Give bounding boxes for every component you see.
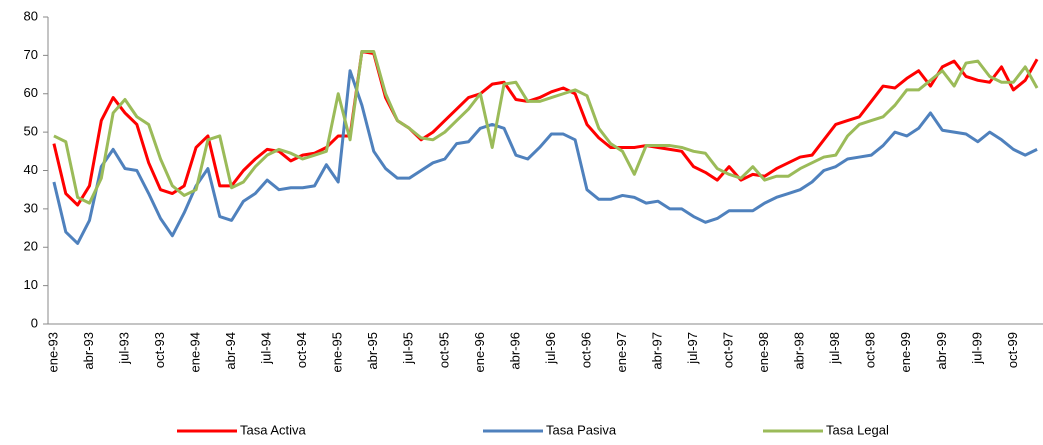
series-line (52, 50, 1039, 207)
x-tick-label: abr-94 (223, 332, 238, 370)
y-tick-label: 50 (24, 124, 38, 139)
x-tick-label: ene-95 (330, 332, 345, 372)
x-tick-label: jul-98 (827, 332, 842, 365)
x-tick-label: abr-96 (507, 332, 522, 370)
x-tick-label: ene-96 (472, 332, 487, 372)
x-tick-label: jul-94 (259, 332, 274, 365)
x-tick-label: oct-98 (863, 332, 878, 368)
y-tick-label: 10 (24, 277, 38, 292)
y-tick-label: 70 (24, 47, 38, 62)
legend-label: Tasa Pasiva (546, 422, 617, 437)
y-tick-label: 0 (31, 315, 38, 330)
legend-label: Tasa Legal (826, 422, 889, 437)
x-tick-label: abr-95 (365, 332, 380, 370)
x-tick-label: abr-99 (934, 332, 949, 370)
x-tick-label: abr-98 (792, 332, 807, 370)
x-tick-label: jul-97 (685, 332, 700, 365)
x-tick-label: ene-94 (188, 332, 203, 372)
x-tick-label: abr-97 (649, 332, 664, 370)
x-tick-label: jul-96 (543, 332, 558, 365)
x-tick-label: ene-97 (614, 332, 629, 372)
y-tick-label: 40 (24, 162, 38, 177)
y-tick-label: 80 (24, 8, 38, 23)
legend-label: Tasa Activa (240, 422, 307, 437)
x-tick-label: oct-97 (721, 332, 736, 368)
x-tick-label: jul-95 (401, 332, 416, 365)
x-tick-label: jul-99 (969, 332, 984, 365)
y-tick-label: 30 (24, 200, 38, 215)
x-tick-label: jul-93 (116, 332, 131, 365)
x-tick-label: oct-93 (152, 332, 167, 368)
x-tick-label: oct-96 (578, 332, 593, 368)
x-tick-label: oct-94 (294, 332, 309, 368)
series-line (53, 50, 1039, 205)
x-tick-label: ene-99 (898, 332, 913, 372)
y-tick-label: 60 (24, 85, 38, 100)
x-tick-label: oct-95 (436, 332, 451, 368)
x-tick-label: ene-98 (756, 332, 771, 372)
x-tick-label: ene-93 (45, 332, 60, 372)
x-tick-label: oct-99 (1005, 332, 1020, 368)
y-tick-label: 20 (24, 239, 38, 254)
x-tick-label: abr-93 (81, 332, 96, 370)
series-line (52, 69, 1038, 245)
